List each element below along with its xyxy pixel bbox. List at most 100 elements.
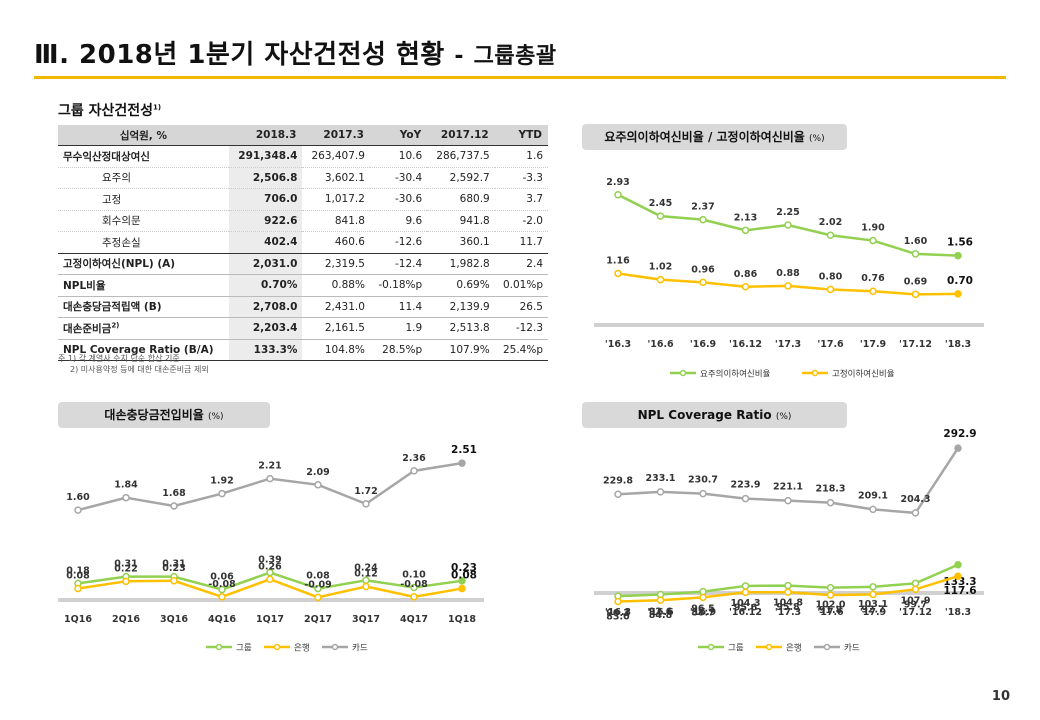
table-body: 무수익산정대상여신 291,348.4 263,407.9 10.6 286,737.5… xyxy=(58,145,548,361)
data-label: 83.0 xyxy=(606,612,630,623)
data-point xyxy=(170,577,178,585)
data-label: 1.84 xyxy=(114,480,138,491)
data-label: 0.23 xyxy=(451,562,477,574)
section-label-sup: 1) xyxy=(153,103,162,112)
table-row: 무수익산정대상여신 291,348.4 263,407.9 10.6 286,737.5… xyxy=(58,145,548,167)
table-header-cell: 2017.12 xyxy=(427,125,495,146)
data-label: 102.0 xyxy=(815,600,845,611)
x-tick-label: 4Q16 xyxy=(208,614,236,625)
data-point xyxy=(954,561,962,569)
data-label: 84.8 xyxy=(649,610,673,621)
table-header-cell: 2018.3 xyxy=(228,125,303,146)
chart-unit: (%) xyxy=(809,134,825,144)
table-row-label: 회수의문 xyxy=(58,209,229,232)
data-label: 204.3 xyxy=(900,494,930,505)
data-point xyxy=(458,459,466,467)
x-tick-label: '16.9 xyxy=(690,607,716,618)
table-cell: 1,017.2 xyxy=(302,188,370,210)
table-header-cell: 십억원, % xyxy=(58,125,229,146)
table-row-label: 요주의 xyxy=(58,166,229,189)
table-cell: -12.3 xyxy=(494,317,548,339)
chart-unit: (%) xyxy=(775,412,792,422)
table-header-cell: YoY xyxy=(369,125,428,146)
table-row-label: NPL비율 xyxy=(58,274,229,296)
data-point xyxy=(826,498,835,507)
data-point xyxy=(74,584,82,593)
page-subtitle: 그룹총괄 xyxy=(473,44,557,69)
x-tick-label: '17.6 xyxy=(817,339,844,350)
x-tick-label: 3Q17 xyxy=(352,614,380,625)
table-cell: 286,737.5 xyxy=(427,145,495,167)
x-tick-label: 2Q17 xyxy=(304,614,332,625)
footnote-1: 주 1) 각 계열사 수치 단순 합산 기준 xyxy=(58,354,180,363)
legend-label: 은행 xyxy=(294,643,310,654)
data-point xyxy=(911,290,920,299)
data-point xyxy=(741,494,750,503)
legend-marker xyxy=(331,643,339,651)
table-cell: 2,513.8 xyxy=(427,317,495,339)
x-tick-label: 2Q16 xyxy=(112,614,140,625)
table-cell: -0.18%p xyxy=(369,274,428,296)
x-tick-label: '16.12 xyxy=(729,607,762,618)
x-tick-label: '16.6 xyxy=(647,339,674,350)
data-label: 107.9 xyxy=(900,595,930,606)
table-row-label: 추정손실 xyxy=(58,231,229,253)
x-tick-label: 3Q16 xyxy=(160,614,188,625)
data-label: 1.02 xyxy=(649,262,672,273)
table-cell: 2,708.0 xyxy=(228,295,303,318)
legend-label: 그룹 xyxy=(728,644,744,654)
data-point xyxy=(911,509,920,517)
data-point xyxy=(911,585,920,594)
legend-marker xyxy=(215,643,223,651)
table-row: NPL Coverage Ratio (B/A) 133.3% 104.8% 28.5… xyxy=(58,338,548,361)
data-label: 2.13 xyxy=(734,212,757,223)
legend-label: 요주의이하여신비율 xyxy=(700,369,771,380)
data-point xyxy=(869,287,877,295)
page-title-main: Ⅲ. 2018년 1분기 자산건전성 현황 xyxy=(34,40,445,70)
table-cell: 9.6 xyxy=(369,209,428,232)
page-title: Ⅲ. 2018년 1분기 자산건전성 현황 - 그룹총괄 xyxy=(34,34,557,71)
chart-header-npl-ratio: 요주의이하여신비율 / 고정이하여신비율 (%) xyxy=(582,124,847,150)
data-point xyxy=(218,489,226,498)
data-point xyxy=(911,250,920,258)
data-label: 233.1 xyxy=(645,473,675,484)
data-label: 96.5 xyxy=(691,604,714,615)
data-label: 90.3 xyxy=(606,608,629,619)
chart-title: NPL Coverage Ratio xyxy=(637,408,772,422)
table-row-label: 고정이하여신(NPL) (A) xyxy=(58,252,229,275)
data-point xyxy=(699,215,707,224)
data-point xyxy=(362,500,370,508)
table-cell: 28.5%p xyxy=(369,338,428,361)
data-label: 0.06 xyxy=(210,572,234,583)
data-label: 92.7 xyxy=(861,604,884,615)
table-cell: 680.9 xyxy=(427,188,495,210)
page-title-separator: - xyxy=(454,44,465,69)
data-label: 2.21 xyxy=(258,461,281,472)
npl-ratio-chart: '16.3 '16.6 '16.9 '16.12 '17.3 '17.6 '17.9 '17.… xyxy=(594,177,984,380)
legend-marker xyxy=(679,369,687,377)
data-label: 292.9 xyxy=(943,428,976,440)
table-cell: 2,161.5 xyxy=(302,317,370,339)
table-cell: 460.6 xyxy=(302,231,370,253)
table-cell: -3.3 xyxy=(494,166,548,189)
data-point xyxy=(410,583,418,592)
table-cell: 11.4 xyxy=(369,295,428,318)
data-point xyxy=(410,467,418,475)
data-point xyxy=(741,226,750,235)
data-label: 117.6 xyxy=(943,585,976,597)
data-point xyxy=(410,593,418,601)
chart-header-provision-ratio: 대손충당금전입비율 (%) xyxy=(58,402,270,428)
data-label: 0.88 xyxy=(776,268,800,279)
table-cell: 706.0 xyxy=(228,188,303,210)
table-cell: 104.8% xyxy=(302,338,370,361)
chart-unit: (%) xyxy=(207,412,224,422)
legend-label: 고정이하여신비율 xyxy=(832,369,895,380)
table-row-label-sup: 2) xyxy=(111,321,120,330)
footnote-2: 2) 미사용약정 등에 대한 대손준비금 제외 xyxy=(70,365,209,374)
data-label: 91.8 xyxy=(819,605,843,616)
legend-marker xyxy=(811,369,819,377)
legend-marker xyxy=(707,643,715,651)
legend-marker xyxy=(823,643,831,651)
data-label: 2.09 xyxy=(306,467,329,478)
x-tick-label: '17.12 xyxy=(899,607,932,618)
